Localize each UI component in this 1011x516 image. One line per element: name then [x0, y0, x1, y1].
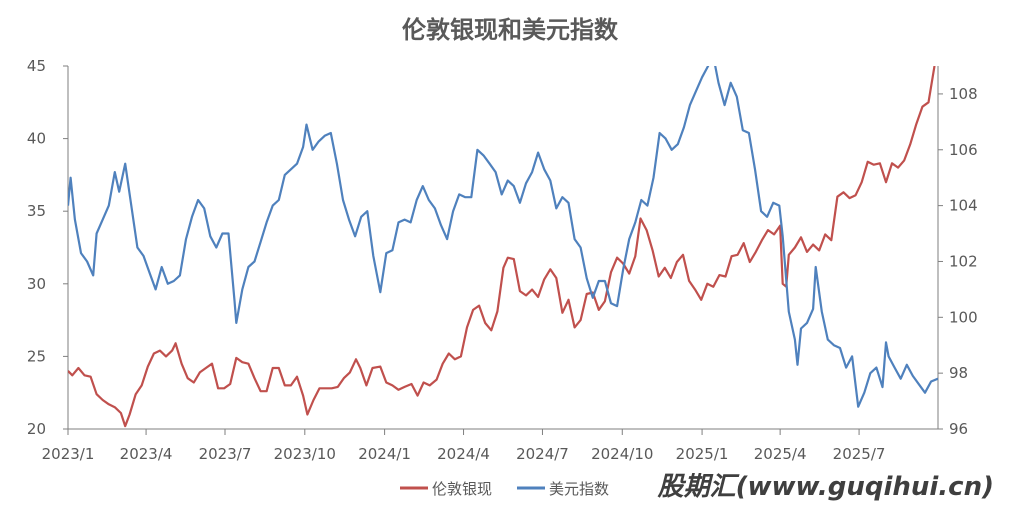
- series-line-silver: [68, 66, 936, 428]
- x-tick-label: 2023/1: [42, 445, 95, 463]
- y-right-tick-label: 102: [949, 252, 978, 270]
- y-left-tick-label: 35: [27, 202, 46, 220]
- axes: 20 25 30 35 40 45 96 98 100 102 104 106 108 2023/1 202…: [27, 57, 978, 463]
- x-tick-label: 2025/1: [676, 445, 729, 463]
- legend: 伦敦银现 美元指数: [400, 480, 609, 498]
- y-left-tick-label: 40: [27, 130, 46, 148]
- legend-label-silver: 伦敦银现: [432, 480, 492, 498]
- series-layer: [68, 66, 938, 428]
- y-left-tick-label: 20: [27, 420, 46, 438]
- y-left-tick-label: 25: [27, 347, 46, 365]
- x-tick-label: 2023/10: [274, 445, 336, 463]
- y-right-tick-label: 108: [949, 85, 978, 103]
- watermark-text: 股期汇(www.guqihui.cn): [657, 472, 994, 502]
- y-left-tick-label: 30: [27, 275, 46, 293]
- y-right-tick-label: 106: [949, 141, 978, 159]
- y-left-tick-label: 45: [27, 57, 46, 75]
- x-tick-label: 2024/10: [591, 445, 653, 463]
- y-right-tick-label: 96: [949, 420, 968, 438]
- x-tick-label: 2023/7: [199, 445, 252, 463]
- x-tick-label: 2024/4: [437, 445, 490, 463]
- x-tick-label: 2024/7: [516, 445, 569, 463]
- series-line-dxy: [68, 66, 938, 408]
- y-right-tick-label: 98: [949, 364, 968, 382]
- x-tick-label: 2025/4: [754, 445, 807, 463]
- x-tick-label: 2024/1: [358, 445, 411, 463]
- y-right-tick-label: 100: [949, 308, 978, 326]
- legend-label-dxy: 美元指数: [549, 480, 609, 498]
- x-tick-label: 2025/7: [833, 445, 886, 463]
- y-right-tick-label: 104: [949, 197, 978, 215]
- x-tick-label: 2023/4: [120, 445, 173, 463]
- chart-title: 伦敦银现和美元指数: [402, 16, 619, 44]
